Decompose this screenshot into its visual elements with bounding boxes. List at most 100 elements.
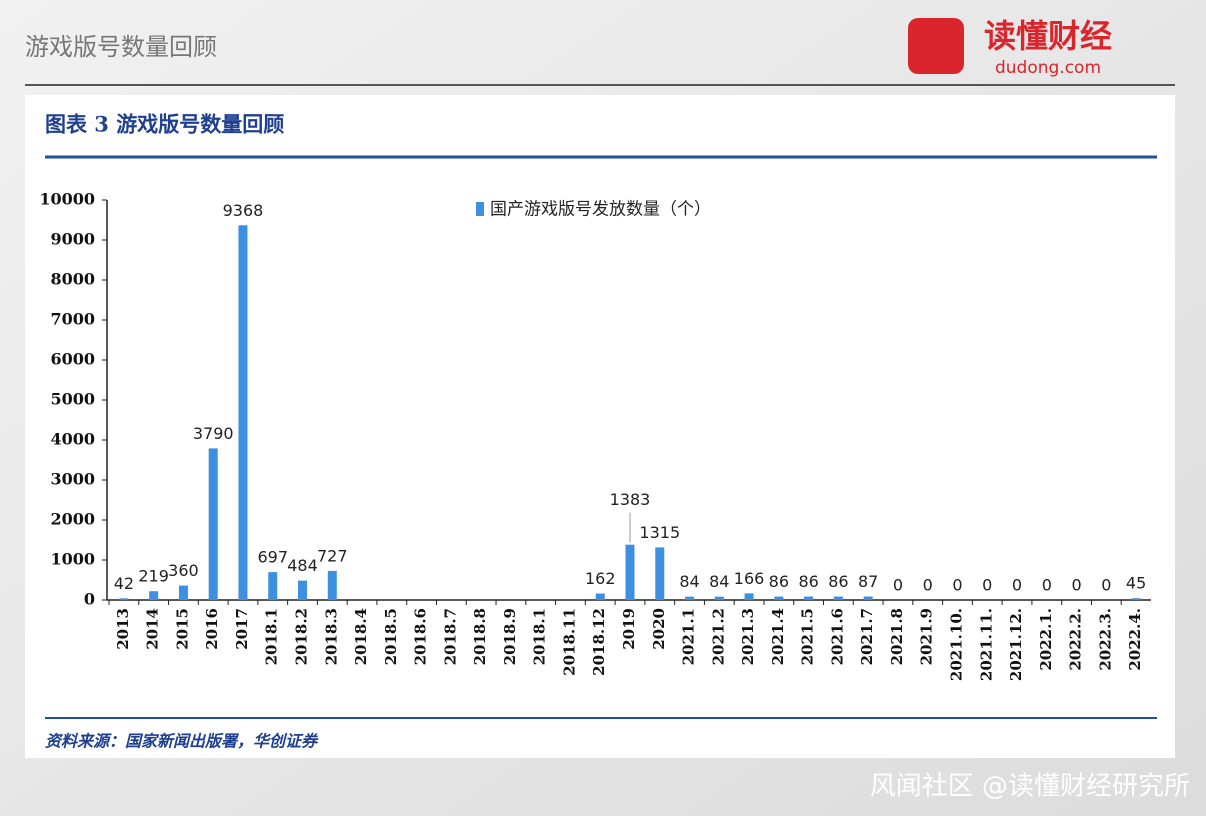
bar xyxy=(655,547,665,600)
y-tick-label: 4000 xyxy=(50,430,95,449)
bar xyxy=(119,598,129,600)
value-label: 360 xyxy=(168,561,199,580)
x-tick-label: 2021.6 xyxy=(828,608,846,665)
value-label: 86 xyxy=(769,572,789,591)
bar xyxy=(178,585,188,600)
value-label: 697 xyxy=(257,548,288,567)
value-label: 42 xyxy=(114,574,134,593)
bar xyxy=(833,596,843,600)
x-tick-label: 2022.4. xyxy=(1126,608,1144,671)
x-tick-label: 2019 xyxy=(620,608,638,650)
x-tick-label: 2018.9 xyxy=(501,608,519,665)
watermark: 风闻社区 @读懂财经研究所 xyxy=(870,772,1190,802)
value-label: 0 xyxy=(923,576,933,595)
y-tick-label: 0 xyxy=(84,590,95,609)
x-tick-label: 2022.2. xyxy=(1067,608,1085,671)
value-label: 0 xyxy=(893,576,903,595)
bar xyxy=(774,596,784,600)
x-tick-label: 2018.12 xyxy=(590,608,608,676)
x-tick-label: 2018.8 xyxy=(471,608,489,665)
x-tick-label: 2018.3 xyxy=(322,608,340,665)
x-tick-label: 2014 xyxy=(144,608,162,650)
bar xyxy=(1131,598,1141,600)
value-label: 219 xyxy=(138,567,169,586)
value-label: 1315 xyxy=(639,523,680,542)
logo-icon xyxy=(908,18,964,74)
chart-title: 图表 3 游戏版号数量回顾 xyxy=(45,112,284,137)
bar xyxy=(208,448,218,600)
bar xyxy=(863,596,873,600)
x-tick-label: 2021.5 xyxy=(799,608,817,665)
x-tick-label: 2021.3 xyxy=(739,608,757,665)
bar xyxy=(238,225,248,600)
value-label: 87 xyxy=(858,572,878,591)
x-tick-label: 2022.3. xyxy=(1096,608,1114,671)
y-tick-label: 9000 xyxy=(50,230,95,249)
plot: 0 1000 2000 3000 4000 5000 6000 7000 8000 9000 100… xyxy=(39,190,1151,681)
page-title: 游戏版号数量回顾 xyxy=(25,33,217,61)
logo-url: dudong.com xyxy=(995,58,1101,78)
bar xyxy=(327,570,337,600)
x-tick-label: 2018.1 xyxy=(531,608,549,665)
x-tick-label: 2017 xyxy=(233,608,251,650)
value-label: 45 xyxy=(1126,574,1146,593)
x-tick-label: 2013 xyxy=(114,608,132,650)
value-label: 9368 xyxy=(223,201,264,220)
value-label: 484 xyxy=(287,556,318,575)
x-tick-label: 2020 xyxy=(650,608,668,650)
y-tick-label: 2000 xyxy=(50,510,95,529)
y-tick-label: 6000 xyxy=(50,350,95,369)
logo-text: 读懂财经 xyxy=(984,17,1112,55)
x-tick-label: 2021.12. xyxy=(1007,608,1025,681)
value-label: 166 xyxy=(734,569,765,588)
y-tick-label: 3000 xyxy=(50,470,95,489)
x-tick-label: 2021.9 xyxy=(918,608,936,665)
source: 资料来源：国家新闻出版署，华创证券 xyxy=(45,732,319,751)
x-tick-label: 2021.10. xyxy=(947,608,965,681)
y-tick-label: 1000 xyxy=(50,550,95,569)
x-tick-label: 2022.1. xyxy=(1037,608,1055,671)
bar xyxy=(595,593,605,600)
card xyxy=(25,95,1175,758)
y-tick-label: 7000 xyxy=(50,310,95,329)
value-label: 0 xyxy=(1101,576,1111,595)
legend-swatch xyxy=(476,202,484,216)
value-label: 86 xyxy=(828,572,848,591)
value-label: 0 xyxy=(1012,576,1022,595)
bar xyxy=(685,596,695,600)
x-tick-label: 2021.2 xyxy=(709,608,727,665)
value-label: 84 xyxy=(679,572,699,591)
value-label: 84 xyxy=(709,572,729,591)
bar xyxy=(298,580,308,600)
y-tick-label: 5000 xyxy=(50,390,95,409)
value-label: 162 xyxy=(585,569,616,588)
x-tick-label: 2018.6 xyxy=(412,608,430,665)
x-tick-label: 2021.4 xyxy=(769,608,787,665)
bar xyxy=(714,596,724,600)
y-tick-label: 8000 xyxy=(50,270,95,289)
x-tick-label: 2018.7 xyxy=(441,608,459,665)
value-label: 0 xyxy=(1042,576,1052,595)
x-tick-label: 2018.1 xyxy=(263,608,281,665)
value-label: 0 xyxy=(982,576,992,595)
bar xyxy=(149,591,159,600)
bar xyxy=(268,572,278,600)
bar xyxy=(804,596,814,600)
x-tick-label: 2016 xyxy=(203,608,221,650)
legend-label: 国产游戏版号发放数量（个） xyxy=(490,200,711,220)
value-label: 0 xyxy=(1071,576,1081,595)
value-label: 727 xyxy=(317,546,348,565)
x-tick-label: 2018.2 xyxy=(293,608,311,665)
value-label: 0 xyxy=(952,576,962,595)
value-label: 1383 xyxy=(610,490,651,509)
x-tick-label: 2015 xyxy=(173,608,191,650)
value-label: 3790 xyxy=(193,424,234,443)
bar xyxy=(625,544,635,600)
x-tick-label: 2018.4 xyxy=(352,608,370,665)
value-label: 86 xyxy=(798,572,818,591)
x-tick-label: 2018.5 xyxy=(382,608,400,665)
x-tick-label: 2018.11 xyxy=(560,608,578,676)
x-tick-label: 2021.7 xyxy=(858,608,876,665)
